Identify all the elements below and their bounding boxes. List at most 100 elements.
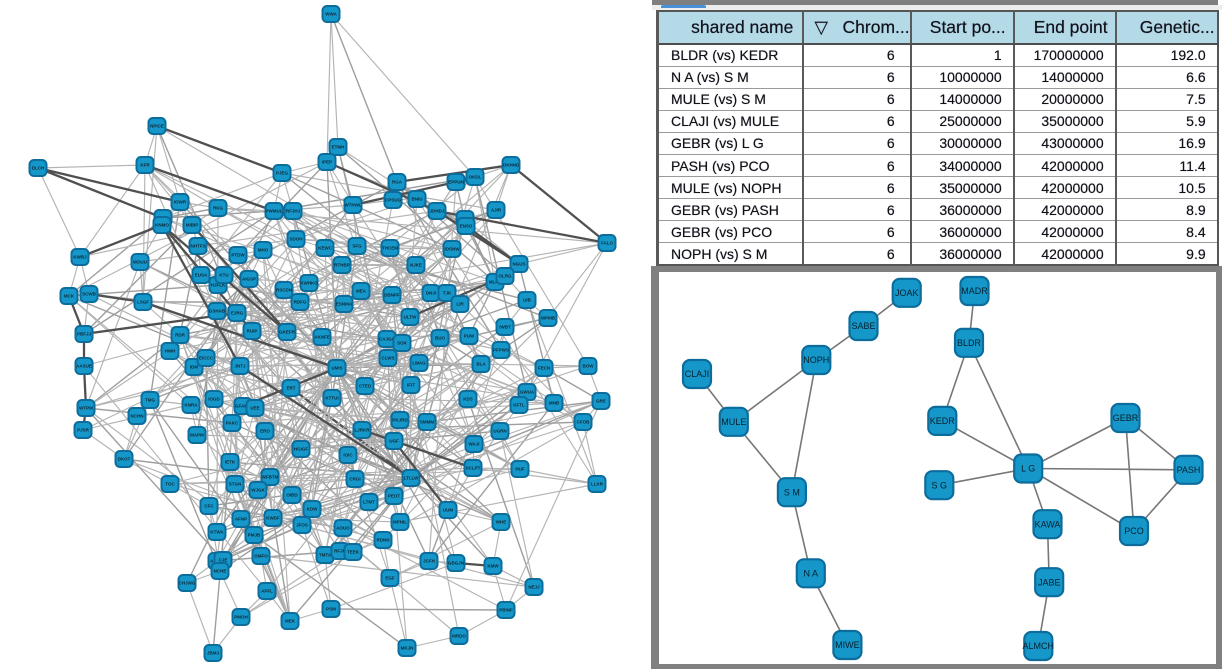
svg-text:FALO: FALO: [601, 241, 613, 246]
svg-text:KNRA: KNRA: [185, 403, 199, 408]
svg-text:KFR: KFR: [140, 163, 150, 168]
svg-text:ULTW: ULTW: [404, 315, 417, 320]
svg-text:AIGSP: AIGSP: [242, 277, 256, 282]
svg-text:MPHIL: MPHIL: [393, 520, 407, 525]
svg-text:MHO: MHO: [258, 248, 269, 253]
svg-text:BLDR: BLDR: [957, 338, 982, 348]
svg-text:UGRN: UGRN: [493, 429, 506, 434]
svg-text:WTPM: WTPM: [79, 406, 93, 411]
svg-text:EPPUN: EPPUN: [448, 180, 464, 185]
svg-text:KWDF: KWDF: [266, 516, 280, 521]
svg-text:BOW: BOW: [583, 364, 595, 369]
svg-text:DKOT: DKOT: [118, 457, 131, 462]
svg-text:MEA: MEA: [356, 289, 367, 294]
svg-text:GSHAB: GSHAB: [209, 309, 226, 314]
svg-text:WTHWL: WTHWL: [344, 203, 361, 208]
svg-text:JABE: JABE: [1038, 577, 1061, 587]
svg-text:KAWA: KAWA: [1035, 519, 1061, 529]
svg-text:WJGK: WJGK: [251, 488, 265, 493]
svg-text:TEEK: TEEK: [347, 550, 360, 555]
svg-text:PASH: PASH: [1177, 465, 1201, 475]
svg-text:IOGD: IOGD: [208, 397, 220, 402]
svg-text:TOC: TOC: [165, 482, 175, 487]
svg-text:PCO: PCO: [1124, 526, 1144, 536]
svg-text:AOUO: AOUO: [336, 526, 350, 531]
svg-text:OIBD: OIBD: [286, 493, 298, 498]
svg-text:KMW: KMW: [487, 564, 499, 569]
svg-text:ERO: ERO: [260, 429, 270, 434]
svg-text:TMG: TMG: [145, 398, 155, 403]
svg-text:PKJRD: PKJRD: [392, 418, 408, 423]
svg-text:NGUS: NGUS: [512, 262, 525, 267]
svg-text:RDFG: RDFG: [294, 300, 307, 305]
svg-text:GEBR: GEBR: [1113, 413, 1139, 423]
svg-text:PSM: PSM: [326, 607, 336, 612]
svg-text:OLRG: OLRG: [499, 274, 512, 279]
svg-text:DNJI: DNJI: [426, 291, 436, 296]
svg-text:RKG: RKG: [213, 206, 223, 211]
svg-text:GFAHG: GFAHG: [235, 404, 252, 409]
svg-text:THCEM: THCEM: [382, 246, 398, 251]
svg-text:HGIGF: HGIGF: [294, 447, 309, 452]
svg-text:KDS: KDS: [463, 397, 473, 402]
svg-text:IPEP: IPEP: [322, 160, 332, 165]
svg-text:PFPWS: PFPWS: [493, 348, 509, 353]
svg-text:KTTUI: KTTUI: [325, 396, 338, 401]
svg-text:LWAG: LWAG: [412, 361, 426, 366]
svg-text:OKHND: OKHND: [503, 163, 520, 168]
svg-text:STGN: STGN: [229, 482, 242, 487]
svg-text:KTWA: KTWA: [210, 530, 224, 535]
svg-text:HWH: HWH: [165, 349, 176, 354]
svg-text:IDSNW: IDSNW: [445, 247, 461, 252]
svg-text:GWUA: GWUA: [520, 390, 535, 395]
svg-text:MAPM: MAPM: [190, 433, 204, 438]
svg-text:LSGF: LSGF: [137, 300, 149, 305]
svg-text:MRDO: MRDO: [452, 634, 466, 639]
svg-text:S M: S M: [784, 487, 800, 497]
svg-text:PBINF: PBINF: [499, 608, 513, 613]
svg-text:SMMM: SMMM: [420, 420, 434, 425]
svg-text:WWA: WWA: [325, 12, 337, 17]
svg-text:FECN: FECN: [538, 366, 550, 371]
svg-text:GBGJN: GBGJN: [448, 561, 464, 566]
svg-text:MLFA: MLFA: [489, 280, 502, 285]
svg-text:BLA: BLA: [476, 362, 486, 367]
svg-text:AFNP: AFNP: [235, 517, 247, 522]
svg-text:TMTA: TMTA: [319, 553, 332, 558]
svg-text:MIWE: MIWE: [835, 640, 860, 650]
svg-text:CPSUG: CPSUG: [385, 198, 402, 203]
svg-text:DBNPF: DBNPF: [384, 293, 400, 298]
svg-text:ETMH: ETMH: [332, 145, 345, 150]
svg-text:SCLPT: SCLPT: [466, 466, 481, 471]
svg-text:ENSO: ENSO: [460, 224, 473, 229]
svg-text:AASUE: AASUE: [76, 364, 92, 369]
svg-text:UMIS: UMIS: [331, 366, 342, 371]
svg-text:NCHN: NCHN: [131, 414, 144, 419]
svg-text:PAKC: PAKC: [226, 421, 239, 426]
svg-text:SABE: SABE: [851, 321, 875, 331]
svg-text:ESNMA: ESNMA: [336, 302, 353, 307]
svg-text:TJK: TJK: [443, 291, 452, 296]
svg-text:JDHDJ: JDHDJ: [430, 209, 445, 214]
svg-text:RDR: RDR: [175, 333, 185, 338]
svg-text:HJFLK: HJFLK: [211, 283, 226, 288]
svg-text:JOAK: JOAK: [895, 288, 919, 298]
svg-text:EGF: EGF: [385, 576, 395, 581]
svg-text:UIB: UIB: [523, 298, 532, 303]
svg-text:JBMJ: JBMJ: [207, 651, 220, 656]
svg-text:UEE: UEE: [250, 406, 259, 411]
svg-text:KEWC: KEWC: [318, 246, 332, 251]
svg-text:IDM: IDM: [190, 365, 199, 370]
svg-text:LTLLW: LTLLW: [404, 476, 419, 481]
svg-text:MCK: MCK: [64, 294, 75, 299]
svg-text:PMJB: PMJB: [248, 533, 261, 538]
svg-text:NEJJ: NEJJ: [528, 585, 540, 590]
svg-text:LIR: LIR: [456, 302, 464, 307]
svg-text:MNB: MNB: [549, 401, 560, 406]
svg-text:L G: L G: [1021, 464, 1035, 474]
svg-text:RDNN: RDNN: [377, 538, 390, 543]
svg-text:EJRG: EJRG: [231, 311, 244, 316]
svg-text:PWMUL: PWMUL: [266, 209, 283, 214]
svg-text:AKNFE: AKNFE: [314, 335, 330, 340]
svg-text:PEOT: PEOT: [388, 494, 401, 499]
